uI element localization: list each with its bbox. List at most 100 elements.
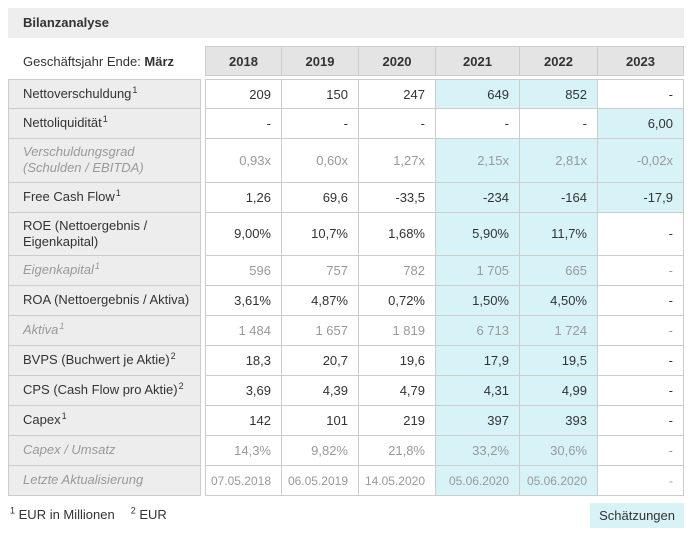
bilanzanalyse-page: Bilanzanalyse Geschäftsjahr Ende: März 2…: [8, 8, 684, 528]
table-row: Verschuldungsgrad (Schulden / EBITDA) 0,9…: [8, 139, 684, 183]
value-cell-estimate: 4,50%: [520, 286, 598, 316]
value-cell: -: [598, 286, 684, 316]
row-label: Aktiva1: [8, 316, 201, 346]
table-row: Nettoliquidität1- - - - -6,00: [8, 109, 684, 139]
value-cell-estimate: 6 713: [436, 316, 520, 346]
table-row: Aktiva1 1 484 1 657 1 819 6 713 1 724-: [8, 316, 684, 346]
table-row: Letzte Aktualisierung 07.05.2018 06.05.201…: [8, 466, 684, 496]
value-cell: -: [598, 79, 684, 109]
value-cell: -: [598, 406, 684, 436]
value-cell-estimate: 30,6%: [520, 436, 598, 466]
table-row: Capex / Umsatz 14,3% 9,82% 21,8% 33,2% 30,6% -: [8, 436, 684, 466]
value-cell: -: [598, 436, 684, 466]
footnote-1: 1 EUR in Millionen: [10, 505, 115, 522]
value-cell: 18,3: [205, 346, 282, 376]
value-cell: 0,72%: [359, 286, 436, 316]
value-cell-estimate: 05.06.2020: [436, 466, 520, 496]
value-cell: -: [436, 109, 520, 139]
value-cell-estimate: 393: [520, 406, 598, 436]
value-cell: 19,6: [359, 346, 436, 376]
value-cell-estimate: 4,99: [520, 376, 598, 406]
value-cell-estimate: 1 705: [436, 256, 520, 286]
value-cell: 14,3%: [205, 436, 282, 466]
value-cell: 14.05.2020: [359, 466, 436, 496]
value-cell: -: [359, 109, 436, 139]
value-cell: 1 657: [282, 316, 359, 346]
value-cell: 0,60x: [282, 139, 359, 183]
value-cell-estimate: 1 724: [520, 316, 598, 346]
value-cell: 1 484: [205, 316, 282, 346]
page-title: Bilanzanalyse: [8, 8, 684, 38]
value-cell-estimate: 4,31: [436, 376, 520, 406]
year-header-2020: 2020: [359, 46, 436, 76]
balance-analysis-table: Geschäftsjahr Ende: März 2018 2019 2020 …: [8, 46, 684, 496]
value-cell-estimate: -0,02x: [598, 139, 684, 183]
value-cell-estimate: 17,9: [436, 346, 520, 376]
value-cell: 9,82%: [282, 436, 359, 466]
year-header-2022: 2022: [520, 46, 598, 76]
table-row: Eigenkapital1 596 757 782 1 705 665-: [8, 256, 684, 286]
table-footer: 1 EUR in Millionen 2 EUR Schätzungen: [8, 503, 684, 528]
value-cell: 219: [359, 406, 436, 436]
value-cell: 9,00%: [205, 212, 282, 256]
value-cell-estimate: 5,90%: [436, 212, 520, 256]
value-cell-estimate: 665: [520, 256, 598, 286]
value-cell-estimate: 33,2%: [436, 436, 520, 466]
value-cell: 3,61%: [205, 286, 282, 316]
value-cell: 4,87%: [282, 286, 359, 316]
value-cell: 10,7%: [282, 212, 359, 256]
value-cell-estimate: 852: [520, 79, 598, 109]
table-row: Capex1 142 101 219 397 393-: [8, 406, 684, 436]
value-cell: -: [598, 346, 684, 376]
footnotes: 1 EUR in Millionen 2 EUR: [8, 503, 183, 522]
value-cell: 150: [282, 79, 359, 109]
value-cell: 142: [205, 406, 282, 436]
header-row: Geschäftsjahr Ende: März 2018 2019 2020 …: [8, 46, 684, 76]
value-cell: 247: [359, 79, 436, 109]
value-cell: 1,27x: [359, 139, 436, 183]
value-cell: -: [598, 212, 684, 256]
value-cell: -33,5: [359, 182, 436, 213]
value-cell-estimate: -164: [520, 182, 598, 213]
value-cell-estimate: 05.06.2020: [520, 466, 598, 496]
table-row: Free Cash Flow1 1,26 69,6 -33,5 -234 -164 -17,…: [8, 182, 684, 213]
row-label: Verschuldungsgrad (Schulden / EBITDA): [8, 139, 201, 183]
row-label: Capex1: [8, 406, 201, 436]
row-label: Free Cash Flow1: [8, 182, 201, 213]
table-row: Nettoverschuldung1 209 150 247 649 852-: [8, 79, 684, 109]
value-cell: 20,7: [282, 346, 359, 376]
value-cell: 0,93x: [205, 139, 282, 183]
value-cell: -: [520, 109, 598, 139]
table-row: ROE (Nettoergebnis / Eigenkapital) 9,00% 1…: [8, 212, 684, 256]
value-cell: 596: [205, 256, 282, 286]
year-header-2019: 2019: [282, 46, 359, 76]
value-cell-estimate: 11,7%: [520, 212, 598, 256]
value-cell-estimate: 1,50%: [436, 286, 520, 316]
value-cell: 1,26: [205, 182, 282, 213]
estimates-legend: Schätzungen: [590, 503, 684, 528]
value-cell: 07.05.2018: [205, 466, 282, 496]
table-row: CPS (Cash Flow pro Aktie)2 3,69 4,39 4,79 4,…: [8, 376, 684, 406]
value-cell-estimate: -17,9: [598, 182, 684, 213]
value-cell-estimate: 2,81x: [520, 139, 598, 183]
value-cell-estimate: -234: [436, 182, 520, 213]
row-label: Nettoliquidität1: [8, 109, 201, 139]
value-cell: -: [598, 316, 684, 346]
row-label: Eigenkapital1: [8, 256, 201, 286]
table-row: ROA (Nettoergebnis / Aktiva) 3,61% 4,87% 0,…: [8, 286, 684, 316]
value-cell: 4,79: [359, 376, 436, 406]
row-label: BVPS (Buchwert je Aktie)2: [8, 346, 201, 376]
fiscal-year-end-text: Geschäftsjahr Ende:: [23, 53, 141, 69]
value-cell: 1 819: [359, 316, 436, 346]
value-cell: 782: [359, 256, 436, 286]
value-cell: 3,69: [205, 376, 282, 406]
row-label: Nettoverschuldung1: [8, 79, 201, 109]
row-label: ROE (Nettoergebnis / Eigenkapital): [8, 212, 201, 256]
year-header-2018: 2018: [205, 46, 282, 76]
row-label: Letzte Aktualisierung: [8, 466, 201, 496]
year-header-2021: 2021: [436, 46, 520, 76]
row-label: ROA (Nettoergebnis / Aktiva): [8, 286, 201, 316]
value-cell: 1,68%: [359, 212, 436, 256]
value-cell: -: [205, 109, 282, 139]
row-label: CPS (Cash Flow pro Aktie)2: [8, 376, 201, 406]
